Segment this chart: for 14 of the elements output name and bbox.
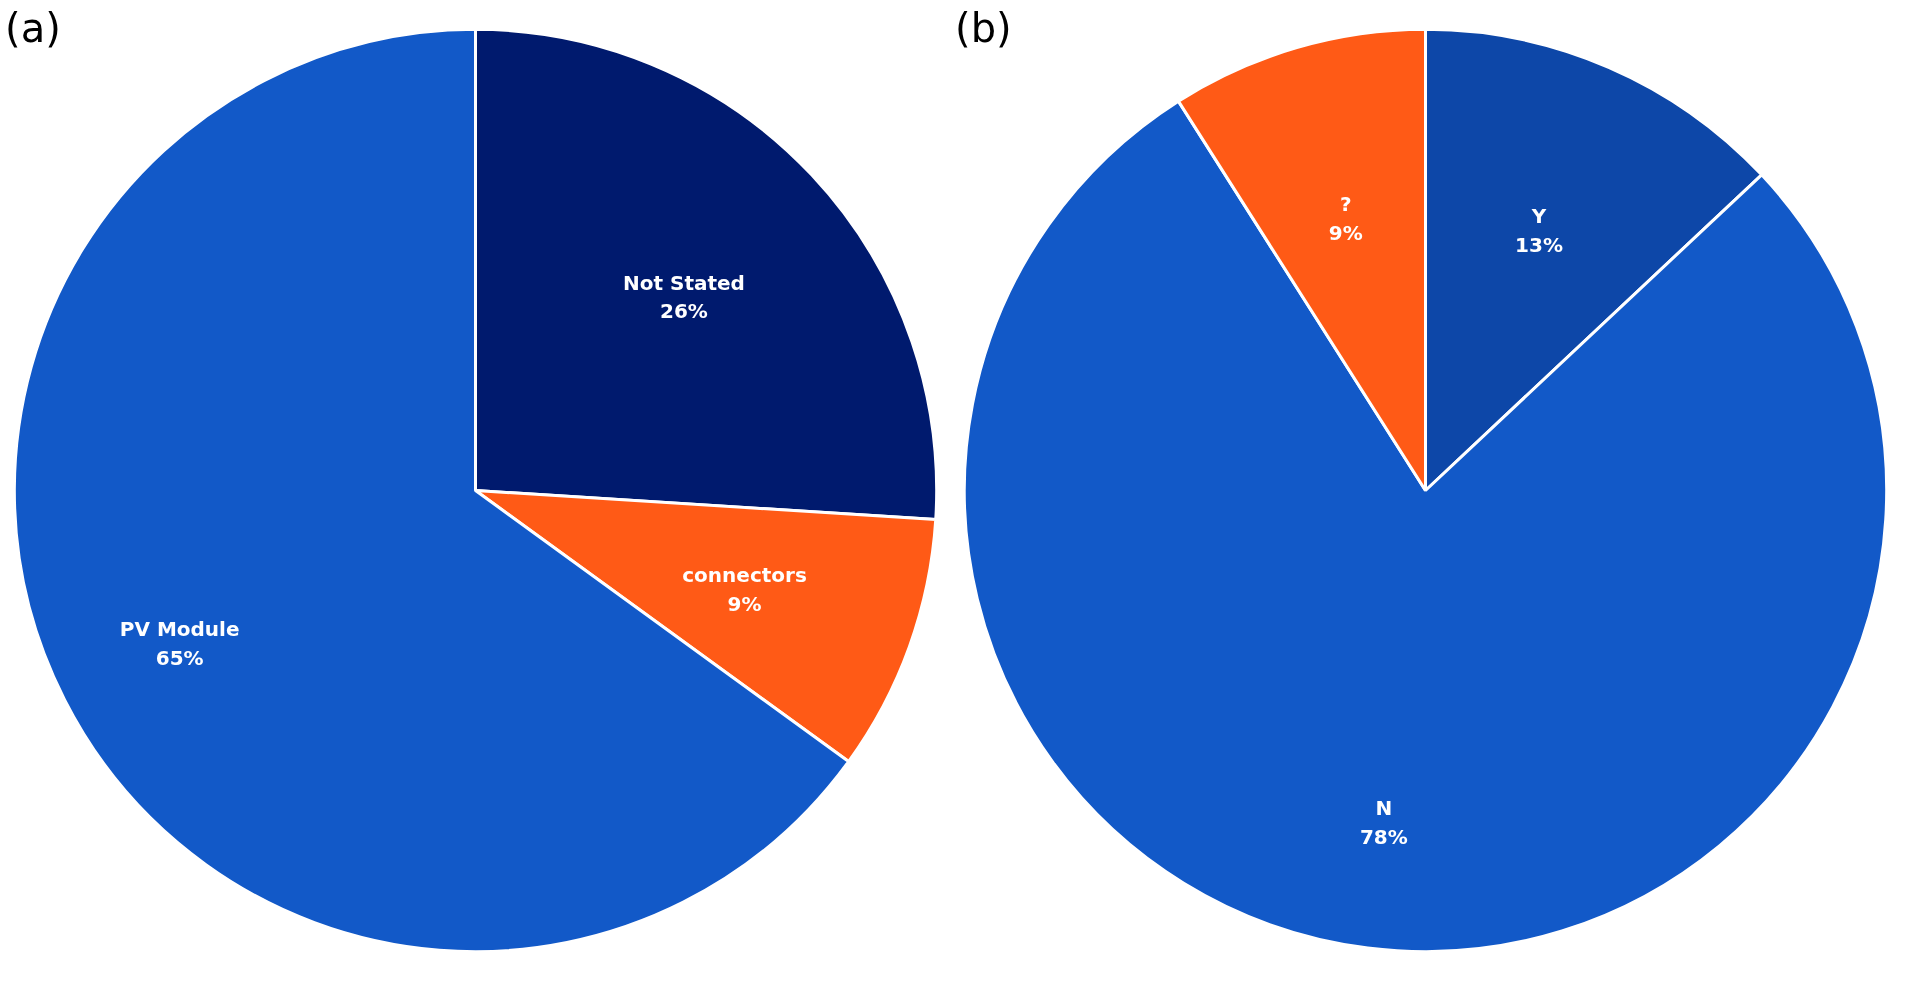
slice-label: Y xyxy=(1530,204,1547,229)
slice-label: ? xyxy=(1339,191,1352,216)
chart-title: (a) xyxy=(5,5,61,52)
slice-label: Not Stated xyxy=(622,270,745,295)
data-label: 65% xyxy=(155,645,204,670)
data-label: 26% xyxy=(659,299,708,324)
data-label: 9% xyxy=(1328,220,1363,245)
slice-label: connectors xyxy=(682,563,807,588)
slice-label: PV Module xyxy=(119,617,240,642)
data-label: 13% xyxy=(1515,232,1563,257)
data-label: 78% xyxy=(1359,824,1408,849)
slice-label: N xyxy=(1375,795,1393,820)
data-label: 9% xyxy=(727,591,762,616)
chart-title: (b) xyxy=(955,5,1012,52)
